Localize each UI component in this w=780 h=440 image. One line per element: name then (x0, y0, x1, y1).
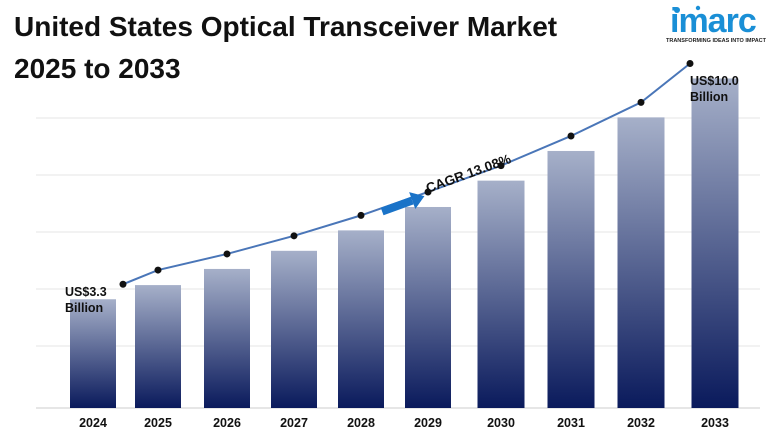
cagr-arrow-icon (380, 192, 425, 216)
bar-2029 (405, 206, 451, 408)
x-tick-label-2026: 2026 (213, 416, 241, 430)
x-tick-label-2027: 2027 (280, 416, 308, 430)
bar-2030 (477, 180, 525, 408)
logo-tagline: TRANSFORMING IDEAS INTO IMPACT (666, 38, 767, 44)
imarc-logo: imarc TRANSFORMING IDEAS INTO IMPACT (664, 2, 776, 52)
chart-title: United States Optical Transceiver Market… (14, 6, 654, 90)
x-tick-label-2024: 2024 (79, 416, 107, 430)
bar-2028 (338, 230, 384, 408)
trend-point-2030 (497, 162, 505, 170)
bar-2026 (204, 268, 250, 408)
trend-point-2033 (686, 59, 694, 67)
cagr-arrow-head (409, 192, 425, 210)
x-tick-label-2032: 2032 (627, 416, 655, 430)
trend-point-2032 (637, 98, 645, 106)
trend-point-2026 (223, 250, 231, 258)
trend-point-2027 (290, 232, 298, 240)
x-tick-label-2031: 2031 (557, 416, 585, 430)
trend-point-2031 (567, 132, 575, 140)
x-tick-label-2033: 2033 (701, 416, 729, 430)
trend-point-2024 (119, 280, 127, 288)
bar-2025 (135, 285, 181, 408)
cagr-arrow-shaft (380, 196, 414, 216)
x-tick-label-2028: 2028 (347, 416, 375, 430)
logo-wordmark: imarc (670, 2, 757, 40)
value-annotation-2033: US$10.0 Billion (690, 74, 739, 104)
trend-point-2029 (424, 188, 432, 196)
trend-point-2025 (154, 266, 162, 274)
value-annotation-2024: US$3.3 Billion (65, 285, 107, 315)
bar-2027 (271, 250, 317, 408)
chart-title-line-2: 2025 to 2033 (14, 53, 181, 84)
x-tick-label-2029: 2029 (414, 416, 442, 430)
bar-2032 (617, 117, 665, 409)
x-tick-label-2025: 2025 (144, 416, 172, 430)
bars (70, 78, 739, 409)
chart-title-line-1: United States Optical Transceiver Market (14, 11, 558, 42)
tick-labels: 2024 2025 2026 2027 2028 2029 2030 2031 2032 2033 (79, 416, 729, 430)
bar-2024 (70, 299, 116, 408)
bar-2033 (691, 78, 739, 408)
logo-dots-icon (674, 5, 701, 13)
bar-2031 (547, 150, 595, 408)
x-tick-label-2030: 2030 (487, 416, 515, 430)
trend-point-2028 (357, 211, 365, 219)
